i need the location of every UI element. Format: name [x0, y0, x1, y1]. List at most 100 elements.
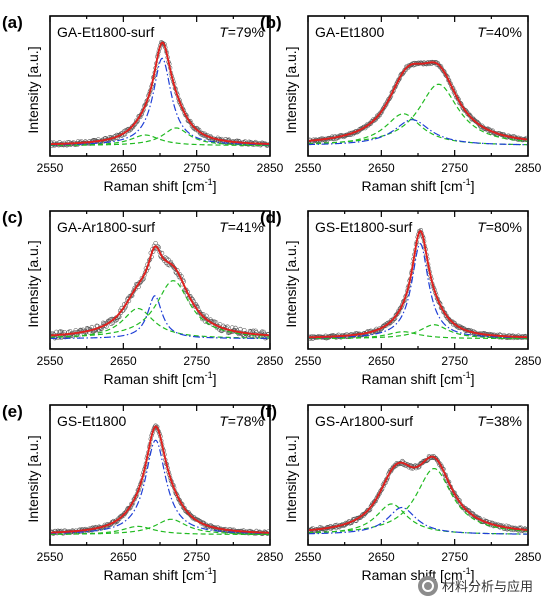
data-point: [153, 240, 158, 246]
wechat-logo-icon: [418, 575, 438, 596]
green-component-curve: [309, 503, 527, 535]
plot-area: [51, 240, 269, 341]
blue-component-curve: [51, 295, 269, 340]
chart-panel: 2550 2650 2750 2850 Raman shift [cm-1] Intens…: [260, 13, 542, 194]
x-tick-label: 2550: [295, 354, 322, 368]
data-point: [261, 329, 266, 335]
y-axis-label: Intensity [a.u.]: [25, 46, 41, 133]
x-axis-label: Raman shift [cm-1]: [361, 566, 474, 583]
data-point: [238, 326, 243, 332]
x-tick-label: 2850: [257, 550, 284, 564]
fit-curve: [309, 61, 527, 142]
green-component-curve: [51, 280, 269, 338]
sample-name: GA-Ar1800-surf: [57, 219, 155, 235]
x-tick-label: 2650: [368, 161, 395, 175]
x-tick-label: 2550: [295, 161, 322, 175]
x-tick-label: 2550: [295, 550, 322, 564]
y-axis-label: Intensity [a.u.]: [283, 46, 299, 133]
x-axis-label: Raman shift [cm-1]: [103, 370, 216, 387]
x-tick-label: 2750: [183, 550, 210, 564]
plot-area: [51, 423, 269, 536]
green-component-curve: [309, 467, 527, 534]
x-tick-label: 2750: [441, 354, 468, 368]
panel-label: (e): [2, 402, 23, 421]
x-axis-label: Raman shift [cm-1]: [103, 177, 216, 194]
data-point: [204, 313, 209, 318]
sample-name: GA-Et1800: [315, 24, 384, 40]
panel-label: (f): [260, 402, 277, 421]
fit-curve: [309, 455, 527, 532]
x-tick-label: 2650: [368, 354, 395, 368]
sample-name: GS-Et1800-surf: [315, 219, 412, 235]
x-axis-label: Raman shift [cm-1]: [361, 177, 474, 194]
data-point: [423, 458, 428, 463]
chart-panel: 2550 2650 2750 2850 Raman shift [cm-1] Intens…: [260, 402, 542, 583]
fit-curve: [309, 230, 527, 339]
blue-component-curve: [309, 506, 527, 535]
data-point: [435, 458, 440, 463]
fit-curve: [51, 245, 269, 337]
sample-name: GA-Et1800-surf: [57, 24, 154, 40]
x-tick-label: 2850: [515, 161, 542, 175]
green-component-curve: [309, 83, 527, 145]
fit-curve: [51, 425, 269, 534]
green-component-curve: [309, 324, 527, 340]
x-tick-label: 2650: [110, 550, 137, 564]
fit-curve: [51, 41, 269, 146]
chart-panel: 2550 2650 2750 2850 Raman shift [cm-1] Intens…: [2, 13, 284, 194]
chart-panel: 2550 2650 2750 2850 Raman shift [cm-1] Intens…: [260, 208, 542, 387]
x-tick-label: 2550: [37, 354, 64, 368]
plot-area: [51, 40, 269, 148]
x-tick-label: 2550: [37, 161, 64, 175]
x-axis-label: Raman shift [cm-1]: [361, 370, 474, 387]
data-point: [437, 63, 442, 69]
transmittance-label: T=79%: [219, 24, 264, 40]
x-tick-label: 2850: [515, 354, 542, 368]
sample-name: GS-Ar1800-surf: [315, 413, 413, 429]
x-axis-label: Raman shift [cm-1]: [103, 566, 216, 583]
y-axis-label: Intensity [a.u.]: [25, 435, 41, 522]
transmittance-label: T=41%: [219, 219, 264, 235]
plot-area: [309, 228, 527, 341]
x-tick-label: 2650: [110, 354, 137, 368]
transmittance-label: T=40%: [477, 24, 522, 40]
blue-component-curve: [51, 439, 269, 535]
sample-name: GS-Et1800: [57, 413, 126, 429]
x-tick-label: 2750: [183, 161, 210, 175]
x-tick-label: 2650: [368, 550, 395, 564]
transmittance-label: T=78%: [219, 413, 264, 429]
panel-label: (d): [260, 208, 282, 227]
panel-label: (c): [2, 208, 23, 227]
x-tick-label: 2750: [183, 354, 210, 368]
green-component-curve: [51, 127, 269, 146]
x-tick-label: 2650: [110, 161, 137, 175]
x-tick-label: 2850: [515, 550, 542, 564]
chart-panel: 2550 2650 2750 2850 Raman shift [cm-1] Intens…: [2, 402, 284, 583]
chart-panel: 2550 2650 2750 2850 Raman shift [cm-1] Intens…: [2, 208, 284, 387]
y-axis-label: Intensity [a.u.]: [25, 240, 41, 327]
data-point: [198, 311, 203, 317]
x-tick-label: 2750: [441, 161, 468, 175]
x-tick-label: 2850: [257, 354, 284, 368]
watermark: 材料分析与应用: [418, 572, 550, 599]
green-component-curve: [51, 518, 269, 535]
plot-area: [309, 59, 527, 146]
data-point: [190, 123, 195, 128]
blue-component-curve: [51, 57, 269, 146]
panel-label: (a): [2, 13, 23, 32]
plot-area: [309, 454, 527, 535]
blue-component-curve: [309, 242, 527, 339]
x-tick-label: 2550: [37, 550, 64, 564]
x-tick-label: 2850: [257, 161, 284, 175]
blue-component-curve: [309, 119, 527, 146]
x-tick-label: 2750: [441, 550, 468, 564]
transmittance-label: T=38%: [477, 413, 522, 429]
data-point: [201, 314, 207, 319]
data-point: [184, 509, 190, 515]
panel-label: (b): [260, 13, 282, 32]
y-axis-label: Intensity [a.u.]: [283, 240, 299, 327]
green-component-curve: [309, 113, 527, 146]
transmittance-label: T=80%: [477, 219, 522, 235]
y-axis-label: Intensity [a.u.]: [283, 435, 299, 522]
